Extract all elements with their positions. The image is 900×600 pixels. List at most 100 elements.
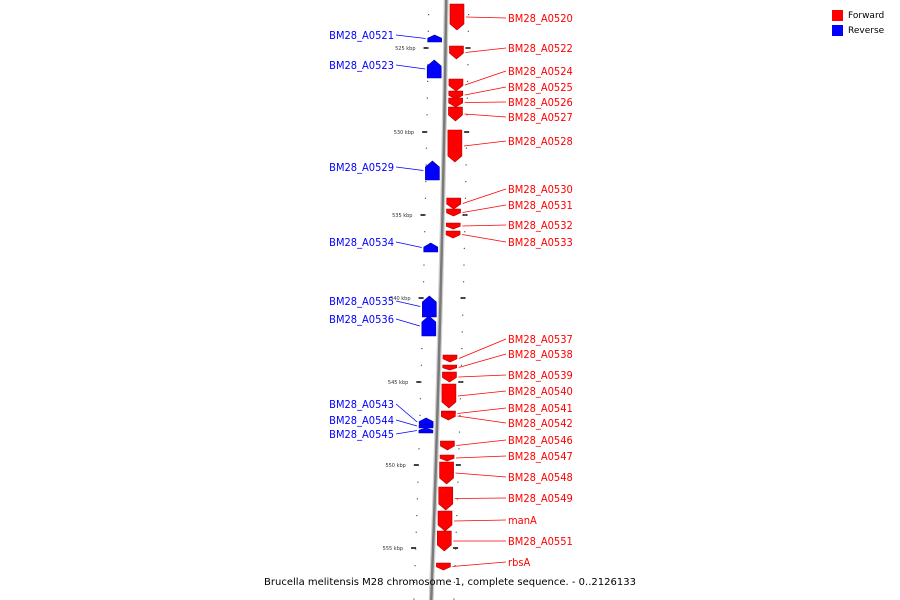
gene-arrow-BM28_A0546[interactable] xyxy=(440,440,455,451)
gene-label-BM28_A0529[interactable]: BM28_A0529 xyxy=(329,161,394,174)
genome-backbone xyxy=(429,0,448,600)
gene-label-BM28_A0520[interactable]: BM28_A0520 xyxy=(508,12,573,25)
gene-label-BM28_A0525[interactable]: BM28_A0525 xyxy=(508,81,573,94)
gene-label-BM28_A0549[interactable]: BM28_A0549 xyxy=(508,492,573,505)
leader-line xyxy=(454,497,507,499)
minor-tick xyxy=(455,548,457,550)
gene-arrow-rbsA[interactable] xyxy=(436,562,451,571)
gene-label-BM28_A0524[interactable]: BM28_A0524 xyxy=(508,65,573,78)
gene-label-BM28_A0532[interactable]: BM28_A0532 xyxy=(508,219,573,232)
gene-label-BM28_A0528[interactable]: BM28_A0528 xyxy=(508,135,573,148)
leader-line xyxy=(395,300,421,307)
minor-tick xyxy=(425,147,428,149)
gene-arrow-BM28_A0542[interactable] xyxy=(441,411,456,421)
gene-arrow-BM28_A0545[interactable] xyxy=(418,427,434,434)
gene-arrow-BM28_A0536[interactable] xyxy=(421,315,437,337)
labels-layer: BM28_A0520 BM28_A0521 BM28_A0522 BM28_A0523… xyxy=(329,12,573,569)
gene-arrow-BM28_A0534[interactable] xyxy=(423,242,439,253)
ticks-layer: 525 kbp 530 kbp 535 kbp 540 kbp 545 kbp 550 k… xyxy=(383,14,471,600)
minor-tick xyxy=(419,414,421,416)
gene-label-manA[interactable]: manA xyxy=(508,514,537,527)
gene-arrow-BM28_A0551[interactable] xyxy=(437,530,452,552)
gene-arrow-BM28_A0533[interactable] xyxy=(445,230,461,239)
gene-arrow-manA[interactable] xyxy=(437,510,453,532)
gene-label-BM28_A0537[interactable]: BM28_A0537 xyxy=(508,333,573,346)
gene-arrow-BM28_A0538[interactable] xyxy=(442,364,458,371)
reverse-swatch xyxy=(832,25,843,36)
gene-label-BM28_A0530[interactable]: BM28_A0530 xyxy=(508,183,573,196)
gene-label-BM28_A0533[interactable]: BM28_A0533 xyxy=(508,236,573,249)
gene-label-BM28_A0527[interactable]: BM28_A0527 xyxy=(508,111,573,124)
gene-label-BM28_A0539[interactable]: BM28_A0539 xyxy=(508,369,573,382)
gene-label-BM28_A0547[interactable]: BM28_A0547 xyxy=(508,450,573,463)
gene-label-BM28_A0523[interactable]: BM28_A0523 xyxy=(329,59,394,72)
gene-label-BM28_A0540[interactable]: BM28_A0540 xyxy=(508,385,573,398)
minor-tick xyxy=(456,515,458,517)
gene-arrow-BM28_A0548[interactable] xyxy=(439,461,454,485)
gene-arrow-BM28_A0525[interactable] xyxy=(448,90,464,100)
minor-tick xyxy=(425,164,427,166)
minor-tick xyxy=(414,565,416,567)
minor-tick xyxy=(459,414,461,416)
gene-arrow-BM28_A0532[interactable] xyxy=(445,222,461,230)
gene-arrow-BM28_A0522[interactable] xyxy=(449,45,464,60)
gene-label-BM28_A0521[interactable]: BM28_A0521 xyxy=(329,29,394,42)
minor-tick xyxy=(467,30,469,32)
minor-tick xyxy=(427,64,429,66)
gene-label-rbsA[interactable]: rbsA xyxy=(508,556,531,569)
leader-line xyxy=(455,472,507,478)
legend-forward: Forward xyxy=(832,8,892,23)
gene-arrow-BM28_A0530[interactable] xyxy=(446,197,462,210)
minor-tick xyxy=(427,80,429,82)
gene-label-BM28_A0531[interactable]: BM28_A0531 xyxy=(508,199,573,212)
leader-line xyxy=(395,64,426,70)
gene-arrow-BM28_A0547[interactable] xyxy=(439,454,455,462)
minor-tick xyxy=(467,64,469,66)
gene-arrow-BM28_A0531[interactable] xyxy=(446,208,461,217)
minor-tick xyxy=(467,47,469,49)
leader-line xyxy=(458,353,507,368)
leader-line xyxy=(457,415,507,424)
gene-arrow-BM28_A0527[interactable] xyxy=(448,106,463,122)
gene-arrow-BM28_A0535[interactable] xyxy=(422,295,437,318)
minor-tick xyxy=(426,114,428,116)
minor-tick xyxy=(420,364,422,366)
gene-label-BM28_A0526[interactable]: BM28_A0526 xyxy=(508,96,573,109)
gene-label-BM28_A0545[interactable]: BM28_A0545 xyxy=(329,428,394,441)
gene-label-BM28_A0548[interactable]: BM28_A0548 xyxy=(508,471,573,484)
leader-line xyxy=(457,407,507,414)
minor-tick xyxy=(463,264,465,266)
gene-label-BM28_A0535[interactable]: BM28_A0535 xyxy=(329,295,394,308)
minor-tick xyxy=(413,581,416,583)
minor-tick xyxy=(457,464,460,467)
gene-label-BM28_A0542[interactable]: BM28_A0542 xyxy=(508,417,573,430)
gene-arrow-BM28_A0520[interactable] xyxy=(449,3,465,31)
gene-label-BM28_A0538[interactable]: BM28_A0538 xyxy=(508,348,573,361)
gene-arrow-BM28_A0523[interactable] xyxy=(426,59,442,79)
gene-arrow-BM28_A0521[interactable] xyxy=(427,34,442,43)
gene-arrow-BM28_A0526[interactable] xyxy=(448,97,463,108)
gene-arrow-BM28_A0537[interactable] xyxy=(442,354,458,363)
leader-line xyxy=(395,318,420,327)
minor-tick xyxy=(462,314,464,316)
leader-line xyxy=(465,16,507,19)
gene-arrow-BM28_A0549[interactable] xyxy=(438,486,454,511)
gene-arrow-BM28_A0524[interactable] xyxy=(448,78,464,92)
minor-tick xyxy=(460,381,462,383)
gene-label-BM28_A0534[interactable]: BM28_A0534 xyxy=(329,236,394,249)
gene-label-BM28_A0544[interactable]: BM28_A0544 xyxy=(329,414,394,427)
gene-label-BM28_A0551[interactable]: BM28_A0551 xyxy=(508,535,573,548)
minor-tick xyxy=(421,348,423,350)
gene-arrow-BM28_A0539[interactable] xyxy=(442,371,457,383)
gene-arrow-BM28_A0540[interactable] xyxy=(441,383,457,409)
minor-tick xyxy=(415,531,417,533)
leader-line xyxy=(465,47,507,53)
gene-label-BM28_A0536[interactable]: BM28_A0536 xyxy=(329,313,394,326)
gene-label-BM28_A0543[interactable]: BM28_A0543 xyxy=(329,398,394,411)
gene-label-BM28_A0541[interactable]: BM28_A0541 xyxy=(508,402,573,415)
gene-label-BM28_A0546[interactable]: BM28_A0546 xyxy=(508,434,573,447)
gene-arrow-BM28_A0528[interactable] xyxy=(447,129,463,163)
gene-arrow-BM28_A0529[interactable] xyxy=(425,160,440,181)
leader-line xyxy=(395,34,426,39)
gene-label-BM28_A0522[interactable]: BM28_A0522 xyxy=(508,42,573,55)
